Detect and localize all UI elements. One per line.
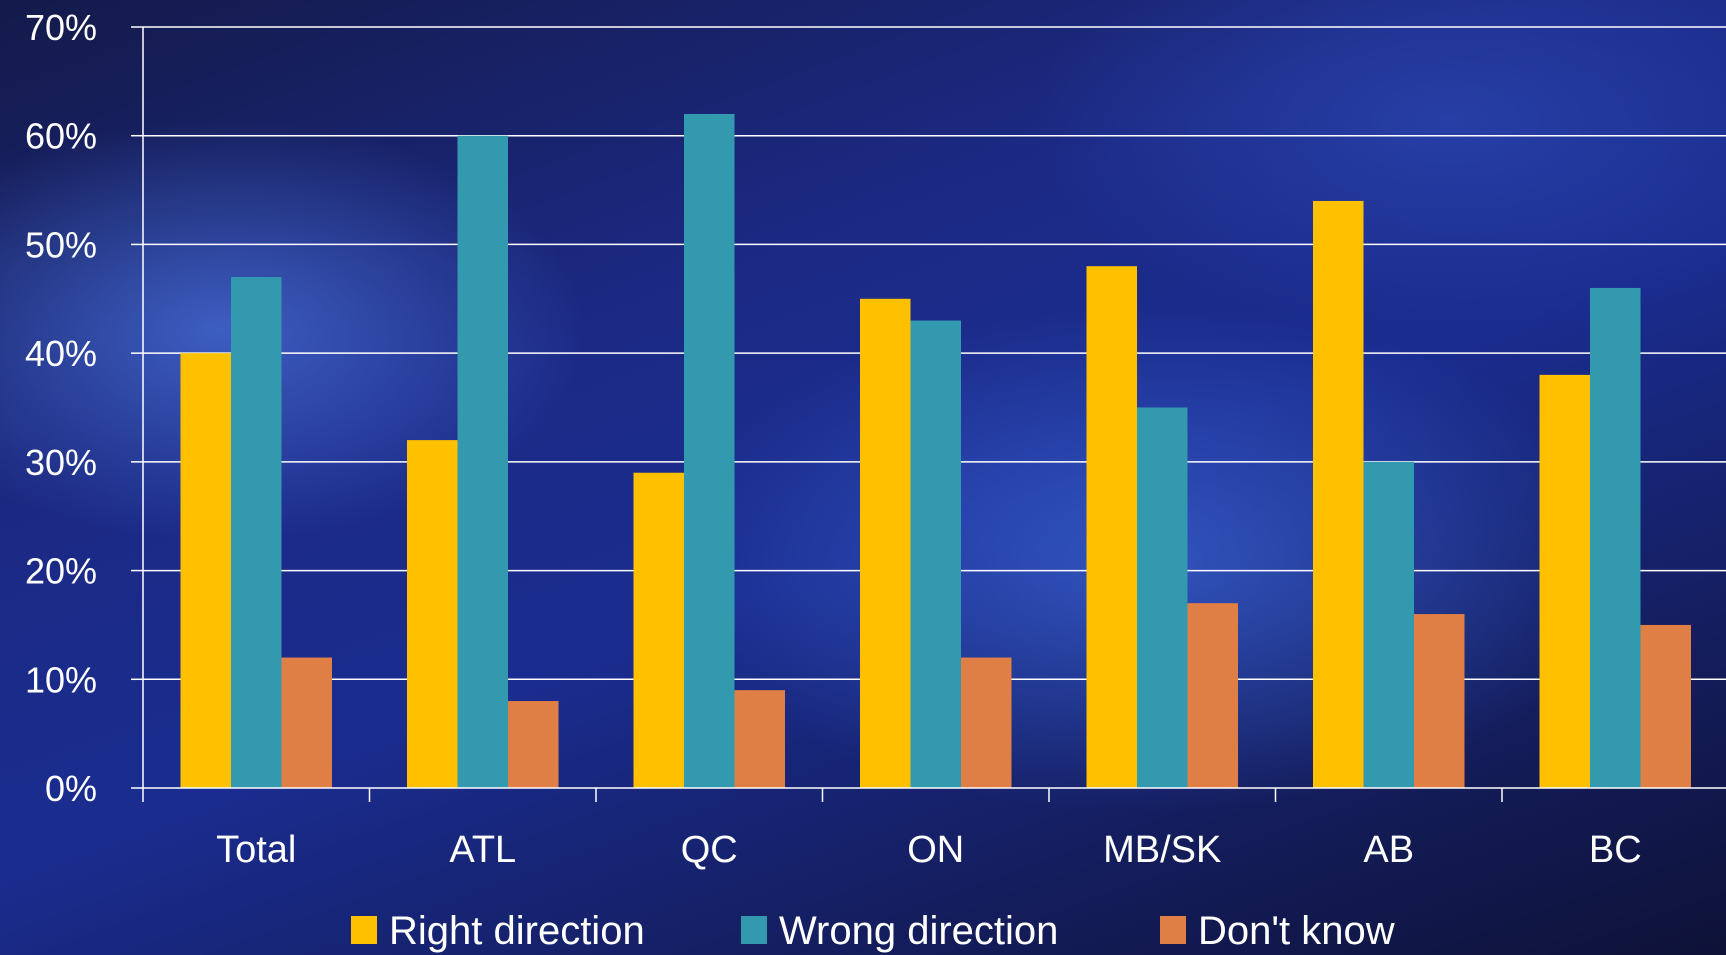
bar-don-t-know-atl — [508, 701, 559, 788]
bar-right-direction-bc — [1539, 374, 1590, 788]
y-tick-label: 20% — [25, 551, 97, 592]
x-category-label: ATL — [449, 829, 516, 871]
bar-wrong-direction-on — [910, 320, 961, 788]
x-axis: Total ATL QC ON MB/SK AB BC — [142, 787, 1726, 871]
bar-don-t-know-mb-sk — [1187, 603, 1238, 788]
x-category-label: ON — [907, 829, 964, 871]
x-category-label: QC — [681, 829, 738, 871]
x-category-label: BC — [1589, 829, 1642, 871]
legend-label: Wrong direction — [779, 909, 1058, 953]
bar-don-t-know-bc — [1640, 624, 1691, 788]
x-category-label: Total — [216, 829, 296, 871]
bar-don-t-know-qc — [734, 690, 785, 788]
y-tick-label: 50% — [25, 224, 97, 265]
legend-label: Right direction — [389, 909, 645, 953]
y-axis: 0% 10% 20% 30% 40% 50% 60% 70% — [25, 7, 144, 809]
y-tick-label: 60% — [25, 116, 97, 157]
bar-wrong-direction-qc — [684, 113, 735, 788]
bar-don-t-know-total — [281, 657, 332, 788]
legend-swatch — [1160, 916, 1186, 944]
y-tick-label: 0% — [45, 768, 97, 809]
x-category-label: AB — [1363, 829, 1414, 871]
bar-right-direction-mb-sk — [1086, 266, 1137, 789]
y-tick-label: 30% — [25, 442, 97, 483]
y-tick-label: 10% — [25, 659, 97, 700]
bar-right-direction-atl — [407, 440, 458, 788]
bar-right-direction-total — [180, 353, 231, 788]
bar-wrong-direction-bc — [1590, 287, 1641, 788]
bar-wrong-direction-ab — [1363, 461, 1414, 788]
bar-wrong-direction-total — [231, 277, 282, 788]
bar-don-t-know-ab — [1414, 614, 1465, 788]
x-category-label: MB/SK — [1103, 829, 1221, 871]
bar-wrong-direction-atl — [457, 135, 508, 788]
bars — [180, 113, 1691, 789]
legend-swatch — [741, 916, 767, 944]
y-tick-label: 70% — [25, 7, 97, 48]
bar-wrong-direction-mb-sk — [1137, 407, 1188, 788]
legend: Right direction Wrong direction Don't know — [351, 909, 1395, 953]
legend-label: Don't know — [1198, 909, 1395, 953]
y-tick-label: 40% — [25, 333, 97, 374]
bar-right-direction-on — [860, 298, 911, 788]
bar-right-direction-ab — [1313, 200, 1364, 788]
legend-swatch — [351, 916, 377, 944]
bar-right-direction-qc — [633, 472, 684, 788]
bar-don-t-know-on — [961, 657, 1012, 788]
